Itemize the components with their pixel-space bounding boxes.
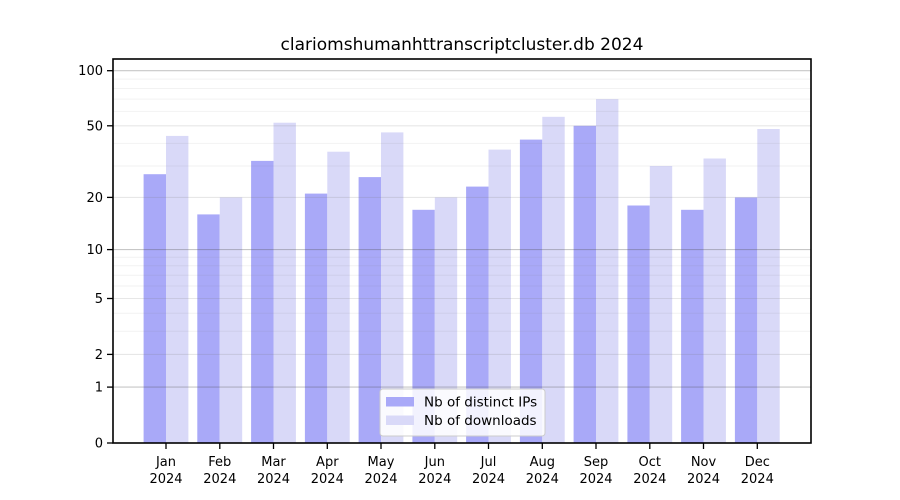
bar-nb-of-downloads-jun: [434, 197, 458, 443]
legend-swatch-nb-of-distinct-ips: [386, 397, 414, 407]
legend-label-nb-of-downloads: Nb of downloads: [424, 413, 537, 429]
y-tick-label: 2: [95, 348, 103, 363]
legend-swatch-nb-of-downloads: [386, 415, 414, 425]
x-tick-label-month: Oct: [639, 455, 661, 470]
bar-nb-of-distinct-ips-feb: [197, 214, 220, 443]
chart-title: clariomshumanhttranscriptcluster.db 2024: [280, 35, 644, 55]
x-tick-label-month: Jan: [155, 455, 176, 470]
x-tick-label-year: 2024: [687, 472, 720, 487]
y-tick-label: 20: [86, 191, 103, 206]
x-tick-label-year: 2024: [149, 472, 182, 487]
bar-nb-of-distinct-ips-dec: [734, 197, 758, 443]
y-tick-label: 5: [95, 292, 103, 307]
bar-nb-of-distinct-ips-jun: [412, 209, 435, 443]
axes-frame: [112, 58, 812, 444]
bar-nb-of-distinct-ips-aug: [519, 139, 543, 443]
x-tick-label-month: Feb: [208, 455, 231, 470]
x-tick-label-month: Jun: [424, 455, 445, 470]
bar-nb-of-downloads-dec: [757, 129, 780, 443]
legend-label-nb-of-distinct-ips: Nb of distinct IPs: [424, 395, 537, 411]
bar-nb-of-distinct-ips-nov: [681, 209, 704, 443]
bar-nb-of-distinct-ips-sep: [573, 125, 596, 444]
y-tick-label: 10: [86, 243, 103, 258]
bar-nb-of-distinct-ips-may: [358, 177, 381, 443]
x-tick-label-month: May: [368, 455, 395, 470]
x-tick-label-month: Mar: [261, 455, 286, 470]
bar-nb-of-downloads-sep: [596, 99, 619, 443]
x-tick-label-month: Apr: [316, 455, 339, 470]
bar-nb-of-downloads-nov: [703, 158, 726, 443]
x-tick-label-year: 2024: [633, 472, 666, 487]
legend-box: [379, 388, 546, 437]
x-tick-label-month: Sep: [584, 455, 609, 470]
x-tick-label-year: 2024: [311, 472, 344, 487]
y-tick-label: 100: [78, 64, 103, 79]
x-tick-label-month: Jul: [480, 455, 497, 470]
y-tick-label: 1: [95, 381, 103, 396]
bar-nb-of-downloads-apr: [327, 151, 350, 443]
bar-nb-of-downloads-feb: [219, 197, 243, 443]
x-tick-label-year: 2024: [741, 472, 774, 487]
x-tick-label-year: 2024: [364, 472, 397, 487]
bar-nb-of-distinct-ips-mar: [251, 160, 274, 443]
x-tick-label-year: 2024: [257, 472, 290, 487]
y-tick-label: 50: [86, 119, 103, 134]
bar-nb-of-downloads-jul: [488, 149, 511, 443]
bar-nb-of-distinct-ips-oct: [627, 205, 650, 443]
bar-nb-of-downloads-jan: [166, 135, 189, 443]
x-tick-label-year: 2024: [203, 472, 236, 487]
x-tick-label-month: Aug: [530, 455, 555, 470]
x-tick-label-month: Nov: [691, 455, 717, 470]
x-tick-label-month: Dec: [745, 455, 770, 470]
bar-nb-of-downloads-oct: [649, 166, 673, 443]
bar-nb-of-distinct-ips-apr: [304, 193, 328, 443]
bar-nb-of-downloads-mar: [273, 122, 296, 443]
x-tick-label-year: 2024: [418, 472, 451, 487]
x-tick-label-year: 2024: [526, 472, 559, 487]
bar-nb-of-distinct-ips-jan: [143, 174, 166, 443]
bar-nb-of-downloads-may: [381, 132, 404, 443]
x-tick-label-year: 2024: [579, 472, 612, 487]
bar-nb-of-downloads-aug: [542, 116, 565, 444]
x-tick-label-year: 2024: [472, 472, 505, 487]
bar-nb-of-distinct-ips-jul: [466, 186, 489, 443]
y-tick-label: 0: [95, 437, 103, 452]
